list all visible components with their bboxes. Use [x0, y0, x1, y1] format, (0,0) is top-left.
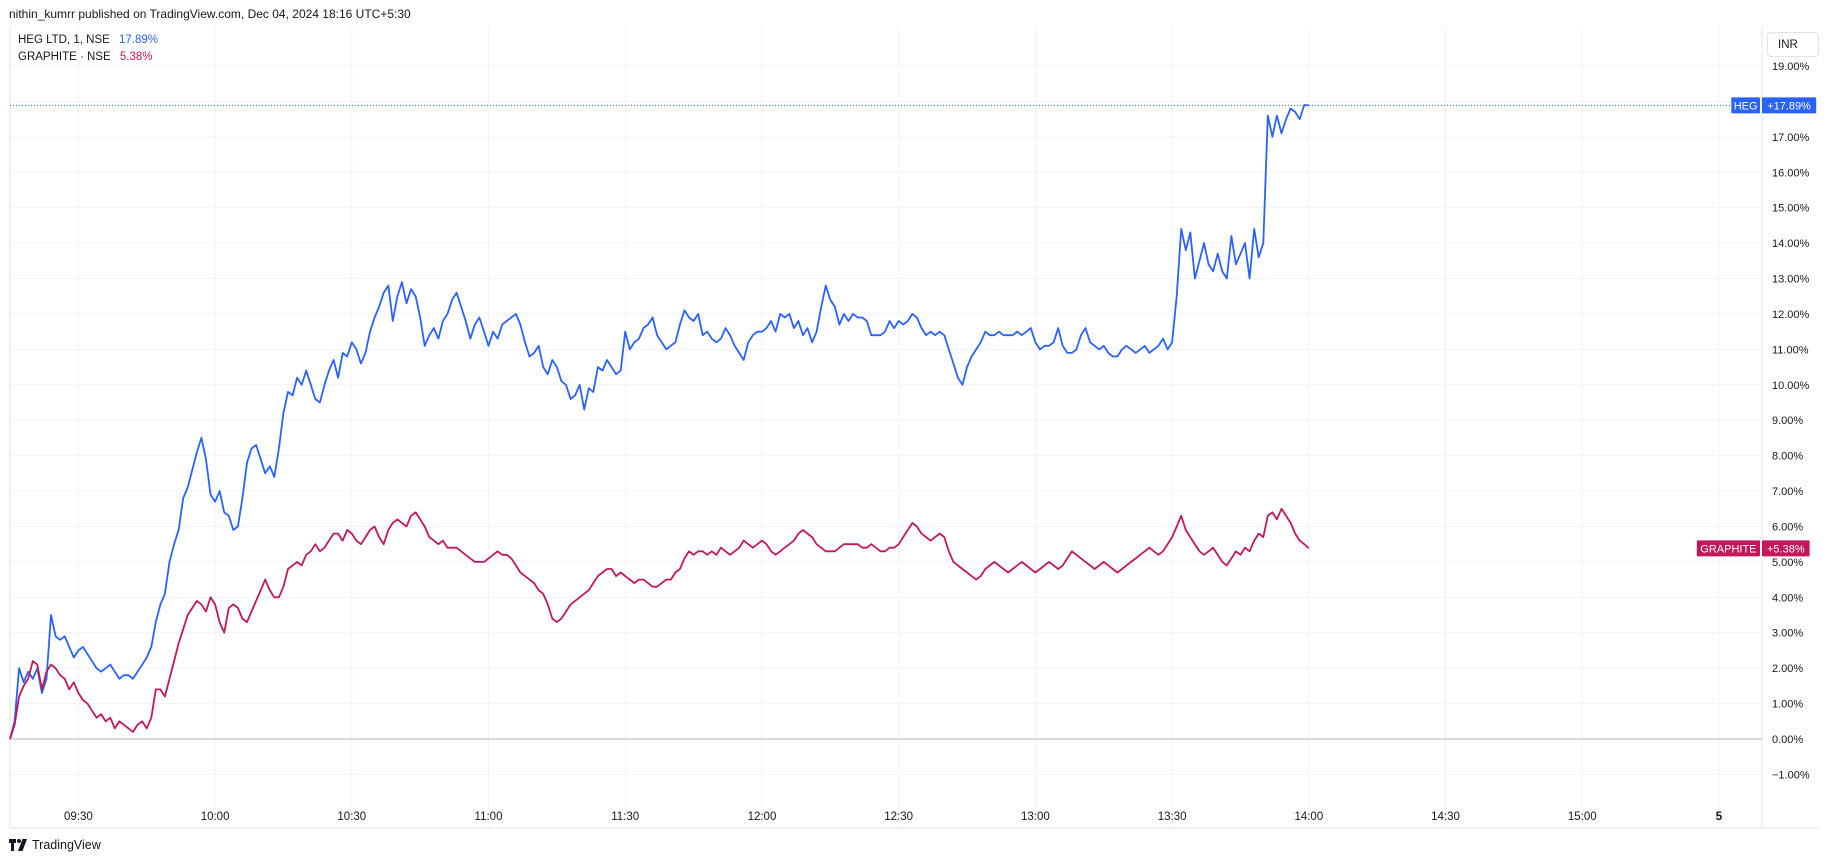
x-tick-label: 5 — [1716, 811, 1723, 823]
y-tick-label: 15.00% — [1772, 203, 1810, 215]
footer-brand-label: TradingView — [32, 838, 101, 852]
x-tick-label: 12:00 — [748, 811, 777, 823]
graphite-badge-value: +5.38% — [1767, 543, 1805, 555]
legend-heg-name: HEG LTD, 1, NSE — [18, 34, 110, 46]
y-tick-label: 3.00% — [1772, 628, 1803, 640]
currency-button[interactable]: INR — [1767, 32, 1819, 57]
x-tick-label: 11:00 — [475, 811, 503, 823]
y-tick-label: 19.00% — [1772, 61, 1810, 73]
x-tick-label: 09:30 — [64, 811, 93, 823]
grid-lines — [10, 26, 1762, 828]
y-tick-label: 4.00% — [1772, 592, 1803, 604]
y-tick-label: 16.00% — [1772, 167, 1810, 179]
y-tick-label: 9.00% — [1772, 415, 1803, 427]
y-tick-label: −1.00% — [1772, 769, 1810, 781]
graphite-line — [9, 507, 1310, 740]
y-tick-label: 1.00% — [1772, 699, 1803, 711]
x-tick-label: 14:00 — [1294, 811, 1323, 823]
x-tick-label: 11:30 — [611, 811, 639, 823]
x-tick-label: 12:30 — [884, 811, 913, 823]
legend-heg[interactable]: HEG LTD, 1, NSE 17.89% — [18, 34, 158, 46]
series-lines — [9, 104, 1762, 740]
y-tick-label: 6.00% — [1772, 521, 1803, 533]
legend-graphite[interactable]: GRAPHITE · NSE 5.38% — [18, 51, 152, 63]
tradingview-logo-icon — [9, 839, 27, 851]
x-tick-label: 10:30 — [337, 811, 366, 823]
y-tick-label: 7.00% — [1772, 486, 1803, 498]
graphite-badge-name: GRAPHITE — [1700, 543, 1756, 555]
y-tick-label: 12.00% — [1772, 309, 1810, 321]
legend-graphite-value: 5.38% — [119, 51, 153, 63]
heg-badge: HEG +17.89% — [1731, 97, 1817, 114]
graphite-badge-name-bg — [1696, 540, 1760, 557]
x-tick-label: 13:30 — [1158, 811, 1187, 823]
y-tick-label: 10.00% — [1772, 380, 1810, 392]
price-badges: HEG +17.89% GRAPHITE +5.38% — [1696, 97, 1817, 557]
x-tick-label: 15:00 — [1568, 811, 1597, 823]
heg-badge-value: +17.89% — [1767, 100, 1811, 112]
y-tick-label: 14.00% — [1772, 238, 1810, 250]
x-tick-label: 10:00 — [201, 811, 230, 823]
heg-badge-value-bg — [1762, 97, 1817, 114]
y-axis: −1.00% 0.00% 1.00% 2.00% 3.00% 4.00% 5.00% 6.00… — [1772, 61, 1810, 781]
legend-heg-value: 17.89% — [119, 34, 159, 46]
x-axis: 09:30 10:00 10:30 11:00 11:30 12:00 12:30 13:00… — [64, 811, 1723, 823]
y-tick-label: 0.00% — [1772, 734, 1803, 746]
x-tick-label: 13:00 — [1021, 811, 1050, 823]
heg-badge-name-bg — [1731, 97, 1760, 114]
graphite-badge-value-bg — [1762, 540, 1810, 557]
y-tick-label: 17.00% — [1772, 132, 1810, 144]
publish-info: nithin_kumrr published on TradingView.co… — [9, 7, 411, 21]
graphite-badge: GRAPHITE +5.38% — [1696, 540, 1810, 557]
y-tick-label: 8.00% — [1772, 451, 1803, 463]
heg-badge-name: HEG — [1734, 100, 1758, 112]
axis-borders — [9, 26, 1820, 829]
y-tick-label: 2.00% — [1772, 663, 1803, 675]
heg-line — [9, 104, 1309, 740]
y-tick-label: 11.00% — [1772, 344, 1809, 356]
y-tick-label: 5.00% — [1772, 557, 1803, 569]
y-tick-label: 13.00% — [1772, 274, 1810, 286]
footer-brand[interactable]: TradingView — [9, 838, 101, 852]
x-tick-label: 14:30 — [1431, 811, 1460, 823]
legend-graphite-name: GRAPHITE · NSE — [18, 51, 111, 63]
